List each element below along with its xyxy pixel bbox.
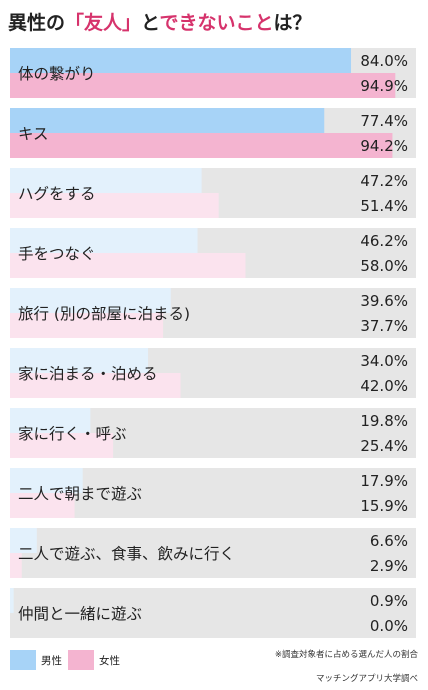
data-label: 94.9% <box>360 77 408 95</box>
data-label: 19.8% <box>360 412 408 430</box>
category-label: 手をつなぐ <box>18 245 96 263</box>
data-label: 2.9% <box>370 557 408 575</box>
bar-female <box>10 133 393 158</box>
bar-female <box>10 253 246 278</box>
bar-female <box>10 373 181 398</box>
data-label: 0.9% <box>370 592 408 610</box>
data-label: 25.4% <box>360 437 408 455</box>
bar-female <box>10 313 164 338</box>
data-label: 46.2% <box>360 232 408 250</box>
bar-male <box>10 588 14 613</box>
category-label: キス <box>18 125 49 143</box>
data-label: 51.4% <box>360 197 408 215</box>
category-label: 体の繋がり <box>18 65 96 83</box>
category-label: ハグをする <box>18 185 96 203</box>
category-label: 二人で遊ぶ、食事、飲みに行く <box>18 545 235 563</box>
bar-female <box>10 553 22 578</box>
data-label: 6.6% <box>370 532 408 550</box>
category-label: 家に泊まる・泊める <box>18 365 158 383</box>
legend-label-male: 男性 <box>41 655 62 667</box>
data-label: 37.7% <box>360 317 408 335</box>
bar-male <box>10 408 91 433</box>
bar-male <box>10 228 198 253</box>
legend-swatch-female <box>68 650 94 670</box>
title-suffix: は？ <box>273 12 312 34</box>
data-label: 94.2% <box>360 137 408 155</box>
bar-track <box>10 493 416 518</box>
bar-male <box>10 528 37 553</box>
bar-track <box>10 588 416 613</box>
data-label: 39.6% <box>360 292 408 310</box>
data-label: 77.4% <box>360 112 408 130</box>
data-label: 34.0% <box>360 352 408 370</box>
bar-track <box>10 553 416 578</box>
data-label: 58.0% <box>360 257 408 275</box>
bar-male <box>10 108 325 133</box>
bar-female <box>10 433 114 458</box>
bar-female <box>10 493 75 518</box>
data-label: 84.0% <box>360 52 408 70</box>
bar-male <box>10 168 202 193</box>
data-label: 17.9% <box>360 472 408 490</box>
legend-label-female: 女性 <box>99 655 120 667</box>
chart-title: 異性の「友人」とできないことは？ <box>8 8 312 35</box>
title-middle: と <box>141 12 160 34</box>
title-accent-friend: 「友人」 <box>65 12 142 34</box>
category-label: 仲間と一緒に遊ぶ <box>18 605 142 623</box>
source-credit: マッチングアプリ大学調べ <box>315 674 418 684</box>
data-label: 15.9% <box>360 497 408 515</box>
bar-female <box>10 73 396 98</box>
bar-male <box>10 348 149 373</box>
bar-male <box>10 288 171 313</box>
legend-swatch-male <box>10 650 36 670</box>
bar-male <box>10 468 83 493</box>
bar-track <box>10 613 416 638</box>
title-prefix: 異性の <box>8 12 66 34</box>
category-label: 二人で朝まで遊ぶ <box>18 485 142 503</box>
title-accent-cannot: できないこと <box>159 12 274 34</box>
data-label: 0.0% <box>370 617 408 635</box>
bar-track <box>10 528 416 553</box>
bar-female <box>10 193 219 218</box>
data-label: 47.2% <box>360 172 408 190</box>
data-label: 42.0% <box>360 377 408 395</box>
bar-male <box>10 48 352 73</box>
footnote: ※調査対象者に占める選んだ人の割合 <box>274 650 418 660</box>
category-label: 旅行 (別の部屋に泊まる) <box>18 305 190 323</box>
category-label: 家に行く・呼ぶ <box>18 425 127 443</box>
